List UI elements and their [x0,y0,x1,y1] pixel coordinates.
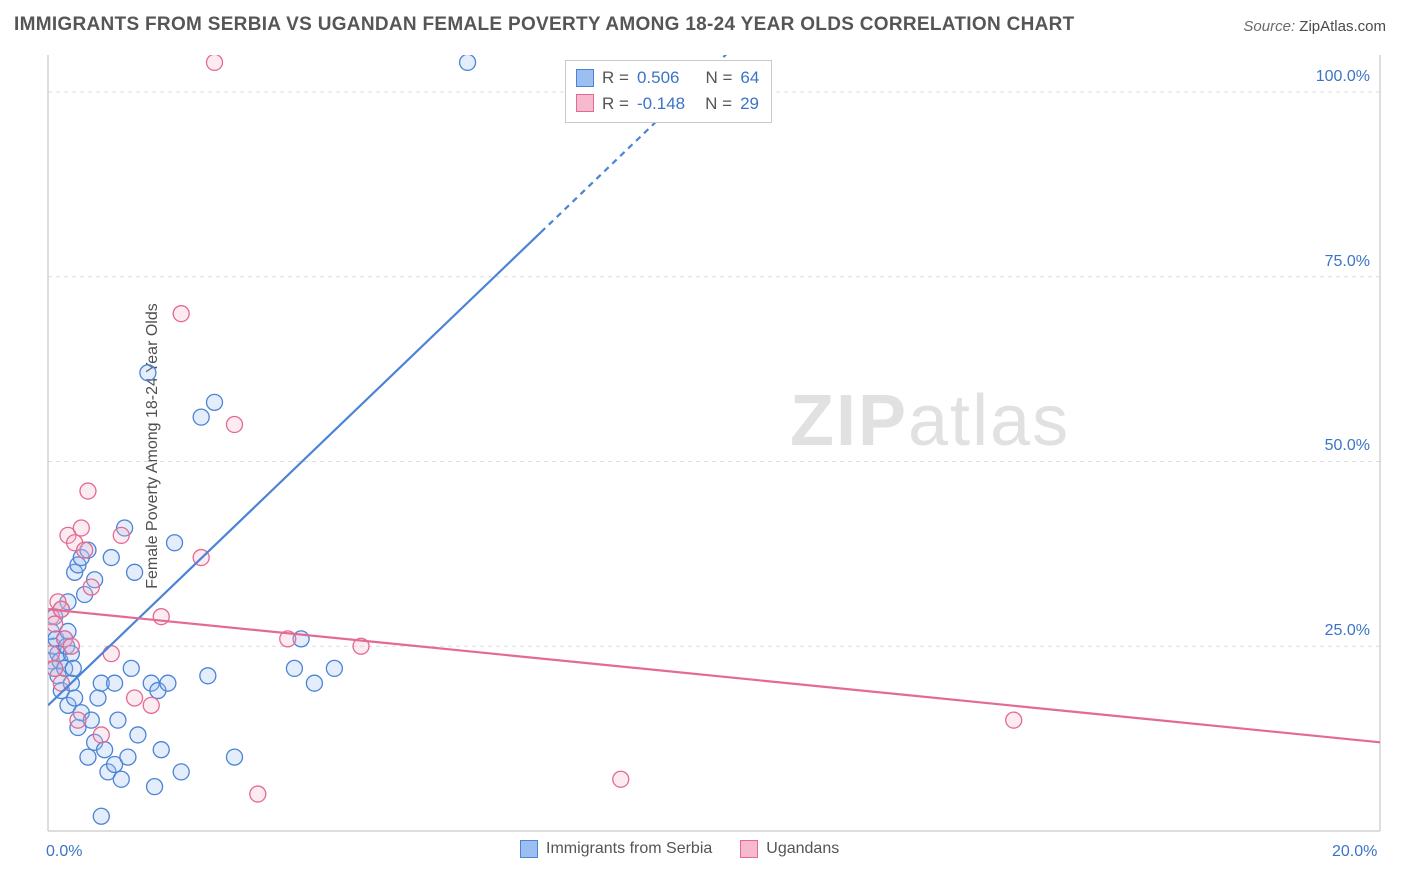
stats-swatch-serbia [576,69,594,87]
x-tick-0: 0.0% [46,843,82,861]
legend-label-uganda: Ugandans [766,840,839,858]
stats-row-uganda: R = -0.148 N = 29 [576,91,759,117]
stats-R-label-2: R = [602,91,629,117]
x-tick-1: 20.0% [1332,843,1377,861]
stats-swatch-uganda [576,94,594,112]
legend-swatch-uganda [740,840,758,858]
legend-swatch-serbia [520,840,538,858]
chart-container: { "title": "IMMIGRANTS FROM SERBIA VS UG… [0,0,1406,892]
stats-N-label-2: N = [705,91,732,117]
legend-item-serbia: Immigrants from Serbia [520,840,712,858]
legend: Immigrants from Serbia Ugandans [520,840,839,858]
legend-item-uganda: Ugandans [740,840,839,858]
scatter-chart [0,0,1406,892]
stats-box: R = 0.506 N = 64 R = -0.148 N = 29 [565,60,772,123]
y-tick-3: 100.0% [1310,68,1370,86]
y-tick-2: 75.0% [1310,253,1370,271]
legend-label-serbia: Immigrants from Serbia [546,840,712,858]
stats-row-serbia: R = 0.506 N = 64 [576,65,759,91]
stats-N-label: N = [705,65,732,91]
stats-R-serbia: 0.506 [637,65,680,91]
stats-N-serbia: 64 [740,65,759,91]
y-tick-1: 50.0% [1310,437,1370,455]
stats-N-uganda: 29 [740,91,759,117]
y-tick-0: 25.0% [1310,622,1370,640]
stats-R-uganda: -0.148 [637,91,685,117]
stats-R-label: R = [602,65,629,91]
